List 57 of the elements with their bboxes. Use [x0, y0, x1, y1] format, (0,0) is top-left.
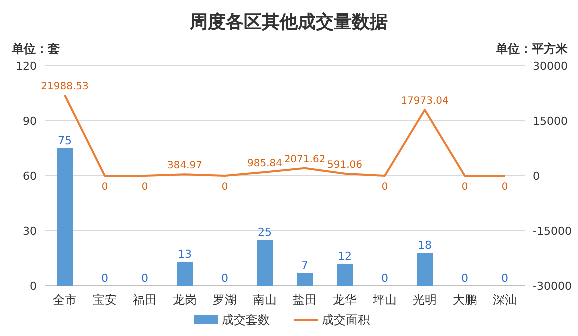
x-tick-label: 龙华 [333, 293, 357, 307]
x-tick-label: 光明 [413, 293, 437, 307]
y2-tick-label: 15000 [533, 115, 568, 128]
data-label: 0 [462, 182, 468, 193]
bar [57, 148, 73, 286]
data-label: 0 [142, 182, 148, 193]
data-label: 985.84 [248, 158, 282, 170]
data-label: 12 [338, 250, 352, 263]
data-label: 591.06 [328, 160, 362, 171]
data-label: 13 [178, 248, 192, 262]
y2-axis-title: 单位：平方米 [495, 42, 569, 56]
x-tick-label: 罗湖 [213, 293, 237, 307]
data-label: 0 [382, 182, 388, 193]
data-label: 0 [222, 272, 228, 285]
legend-label: 成交面积 [322, 313, 370, 327]
y2-tick-label: 30000 [533, 60, 568, 73]
data-label: 7 [302, 259, 308, 272]
data-label: 0 [102, 272, 108, 285]
data-label: 0 [502, 272, 508, 285]
y2-tick-label: -15000 [533, 225, 572, 238]
data-label: 384.97 [168, 160, 202, 172]
data-label: 0 [102, 182, 108, 193]
bar [417, 253, 433, 286]
x-tick-label: 龙岗 [173, 293, 197, 307]
y-tick-label: 120 [16, 60, 37, 73]
bar [257, 240, 273, 286]
data-label: 2071.62 [284, 154, 326, 166]
y2-tick-label: -30000 [533, 280, 572, 293]
data-label: 0 [462, 272, 468, 285]
data-label: 0 [142, 272, 148, 285]
y-tick-label: 30 [23, 225, 37, 238]
data-label: 0 [382, 272, 388, 285]
bar [297, 273, 313, 286]
data-label: 25 [258, 226, 272, 240]
x-tick-label: 全市 [53, 293, 77, 307]
data-label: 21988.53 [41, 81, 89, 92]
y-tick-label: 90 [23, 115, 37, 128]
data-label: 75 [58, 134, 72, 148]
chart-title: 周度各区其他成交量数据 [189, 12, 388, 33]
x-tick-label: 坪山 [372, 293, 397, 307]
x-tick-label: 福田 [133, 293, 157, 307]
x-tick-label: 宝安 [93, 293, 117, 307]
data-label: 18 [418, 239, 432, 252]
y2-tick-label: 0 [533, 170, 540, 183]
y-axis-title: 单位：套 [11, 42, 60, 56]
y-tick-label: 0 [30, 280, 37, 293]
bar [337, 264, 353, 286]
y-tick-label: 60 [23, 170, 37, 183]
bar [177, 262, 193, 286]
legend-label: 成交套数 [222, 313, 270, 327]
x-tick-label: 南山 [253, 293, 277, 307]
x-tick-label: 大鹏 [453, 293, 477, 307]
data-label: 0 [502, 182, 508, 193]
x-tick-label: 深汕 [493, 293, 517, 307]
data-label: 17973.04 [401, 96, 449, 108]
data-label: 0 [222, 182, 228, 193]
x-tick-label: 盐田 [293, 293, 317, 307]
